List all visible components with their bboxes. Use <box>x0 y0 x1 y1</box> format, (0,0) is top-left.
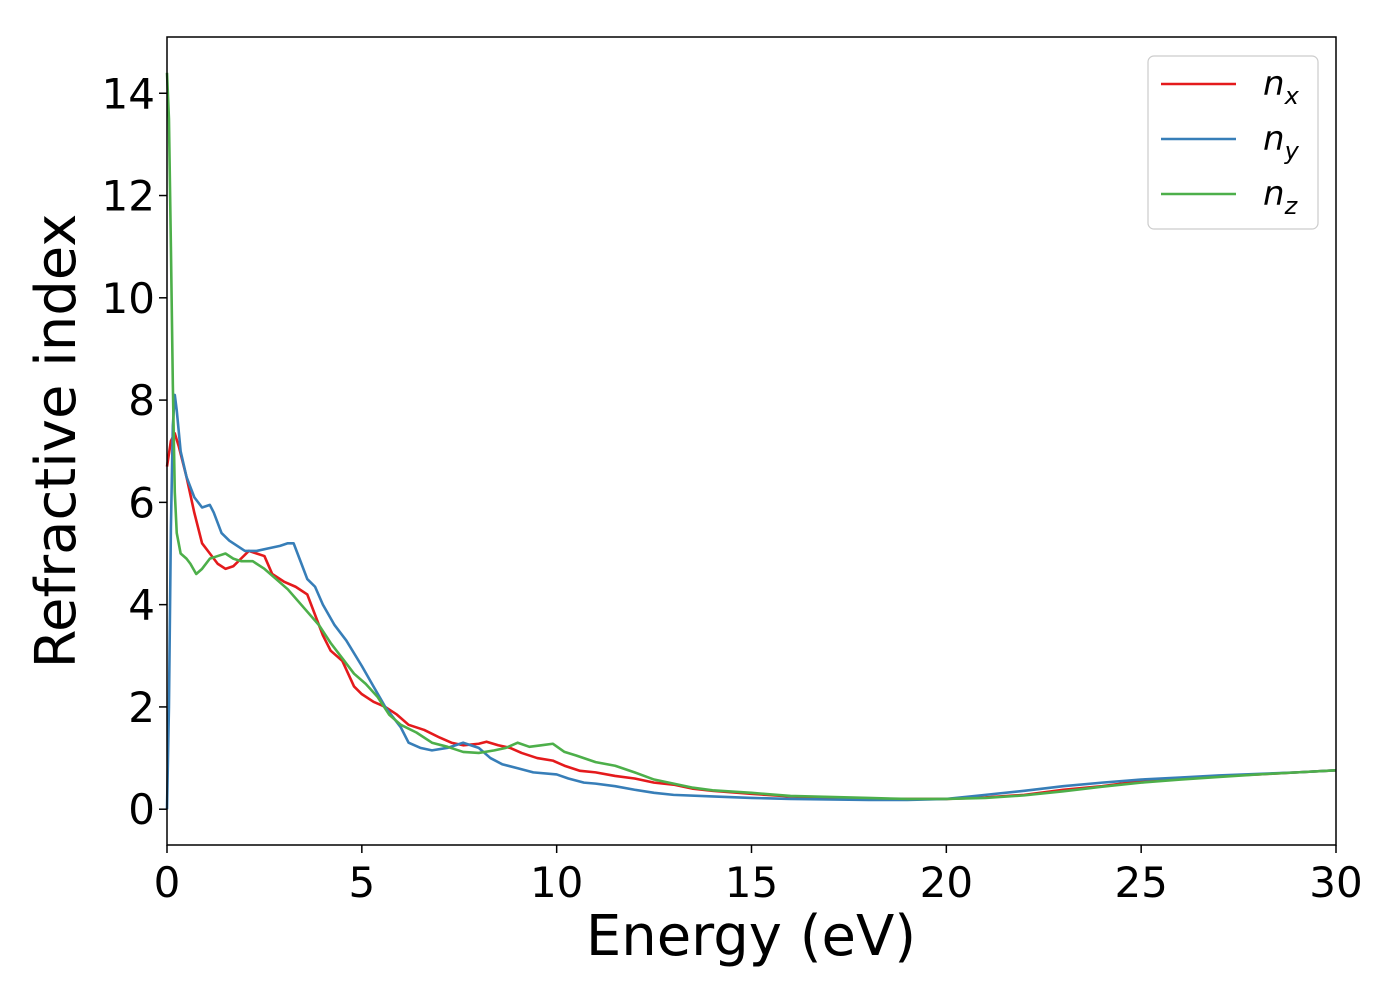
y-tick-label: 10 <box>102 274 155 323</box>
y-tick-label: 8 <box>128 376 155 425</box>
x-tick-label: 25 <box>1114 858 1167 907</box>
axis-ticks: 0 5 10 15 20 25 30 0 2 4 6 8 10 12 14 <box>102 69 1363 907</box>
y-tick-label: 6 <box>128 478 155 527</box>
x-tick-label: 5 <box>348 858 375 907</box>
x-axis-title: Energy (eV) <box>586 904 916 969</box>
series-line-n-z <box>165 72 1337 801</box>
legend-label-n-y: ny <box>1263 119 1300 165</box>
legend: nx ny nz <box>1147 55 1319 230</box>
y-tick-label: 4 <box>128 581 155 630</box>
x-tick-label: 20 <box>920 858 973 907</box>
y-axis-title: Refractive index <box>24 214 89 669</box>
x-tick-label: 30 <box>1309 858 1362 907</box>
legend-box <box>1147 55 1319 230</box>
y-tick-label: 14 <box>102 69 155 118</box>
y-tick-label: 2 <box>128 683 155 732</box>
legend-label-n-z: nz <box>1263 174 1299 220</box>
series-line-n-y <box>165 393 1337 810</box>
x-tick-label: 10 <box>530 858 583 907</box>
series-line-n-x <box>165 432 1337 801</box>
x-tick-label: 15 <box>725 858 778 907</box>
plot-data-layer <box>165 72 1337 810</box>
x-tick-label: 0 <box>154 858 181 907</box>
y-tick-label: 12 <box>102 172 155 221</box>
y-tick-label: 0 <box>128 785 155 834</box>
legend-label-n-x: nx <box>1263 64 1300 110</box>
